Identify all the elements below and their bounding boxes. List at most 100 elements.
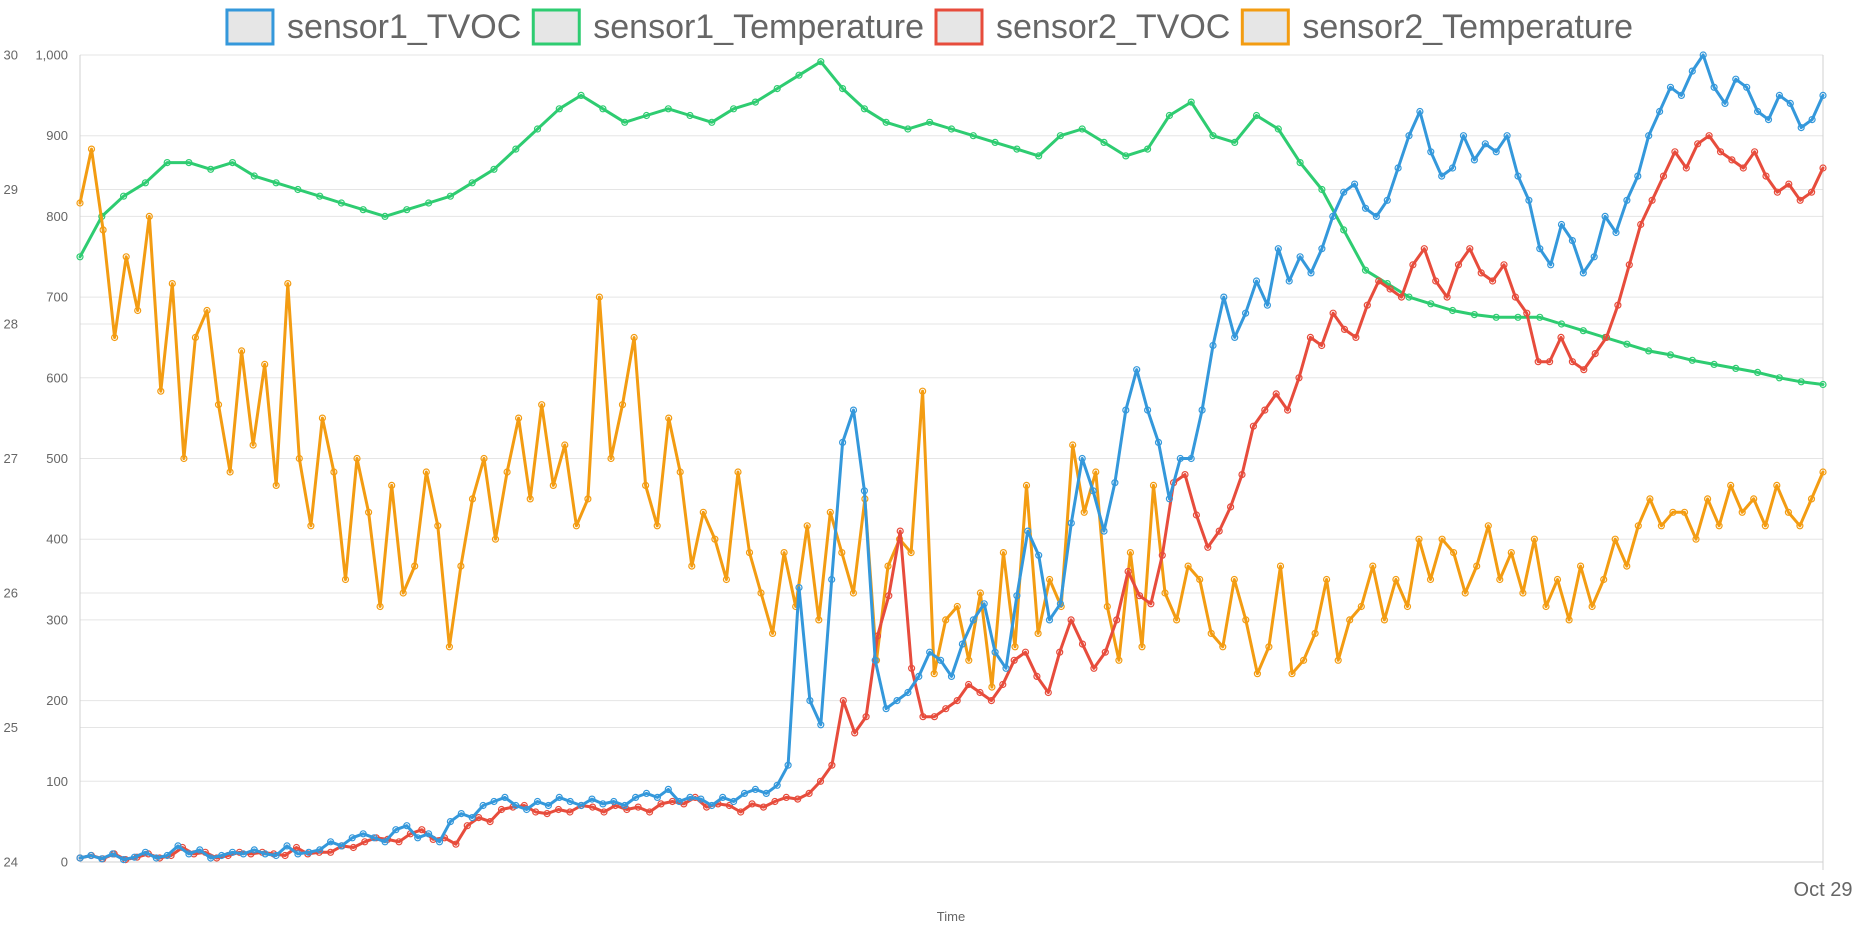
data-point-sensor1_Temperature[interactable] <box>1100 138 1108 146</box>
data-point-sensor2_Temperature[interactable] <box>284 280 292 288</box>
data-point-sensor2_Temperature[interactable] <box>768 629 777 638</box>
data-point-sensor1_TVOC[interactable] <box>795 583 803 592</box>
data-point-sensor2_TVOC[interactable] <box>1762 172 1770 180</box>
data-point-sensor2_TVOC[interactable] <box>1750 148 1759 156</box>
data-point-sensor1_TVOC[interactable] <box>991 648 999 656</box>
data-point-sensor1_TVOC[interactable] <box>1285 277 1293 285</box>
data-point-sensor2_TVOC[interactable] <box>463 822 471 830</box>
data-point-sensor1_Temperature[interactable] <box>1187 98 1195 106</box>
data-point-sensor1_Temperature[interactable] <box>1492 313 1500 321</box>
data-point-sensor2_Temperature[interactable] <box>1346 616 1354 624</box>
data-point-sensor2_Temperature[interactable] <box>272 481 280 489</box>
data-point-sensor1_TVOC[interactable] <box>1405 132 1413 140</box>
data-point-sensor2_TVOC[interactable] <box>1807 188 1816 196</box>
data-point-sensor1_TVOC[interactable] <box>239 850 247 858</box>
data-point-sensor1_Temperature[interactable] <box>1427 300 1435 308</box>
data-point-sensor2_Temperature[interactable] <box>318 414 326 422</box>
data-point-sensor2_Temperature[interactable] <box>1322 575 1331 584</box>
data-point-sensor1_TVOC[interactable] <box>849 406 858 414</box>
data-point-sensor2_Temperature[interactable] <box>907 548 915 557</box>
data-point-sensor1_Temperature[interactable] <box>76 253 84 261</box>
data-point-sensor1_Temperature[interactable] <box>1623 340 1631 348</box>
data-point-sensor2_TVOC[interactable] <box>1340 325 1349 333</box>
data-point-sensor1_TVOC[interactable] <box>1361 204 1370 212</box>
data-point-sensor1_TVOC[interactable] <box>1590 253 1598 261</box>
data-point-sensor2_Temperature[interactable] <box>1045 575 1054 584</box>
data-point-sensor1_Temperature[interactable] <box>119 192 128 200</box>
data-point-sensor2_Temperature[interactable] <box>1715 522 1723 530</box>
data-point-sensor1_TVOC[interactable] <box>1557 220 1566 229</box>
legend-item-sensor2_Temperature[interactable]: sensor2_Temperature <box>1240 8 1633 46</box>
data-point-sensor1_TVOC[interactable] <box>250 846 258 854</box>
data-point-sensor2_Temperature[interactable] <box>757 589 765 597</box>
data-point-sensor2_Temperature[interactable] <box>688 562 696 570</box>
data-point-sensor2_TVOC[interactable] <box>1215 527 1223 535</box>
data-point-sensor2_Temperature[interactable] <box>514 414 523 422</box>
data-point-sensor2_TVOC[interactable] <box>1283 406 1292 414</box>
data-point-sensor2_TVOC[interactable] <box>816 777 825 785</box>
data-point-sensor2_Temperature[interactable] <box>238 347 246 355</box>
data-point-sensor1_TVOC[interactable] <box>185 850 193 858</box>
data-point-sensor1_TVOC[interactable] <box>327 838 335 846</box>
data-point-sensor1_Temperature[interactable] <box>425 199 433 207</box>
data-point-sensor1_Temperature[interactable] <box>1775 374 1784 382</box>
data-point-sensor1_Temperature[interactable] <box>882 118 890 126</box>
data-point-sensor2_Temperature[interactable] <box>538 401 546 409</box>
data-point-sensor1_TVOC[interactable] <box>1601 212 1609 220</box>
data-point-sensor1_TVOC[interactable] <box>425 830 433 838</box>
data-point-sensor2_Temperature[interactable] <box>1172 616 1181 624</box>
data-point-sensor2_TVOC[interactable] <box>1078 640 1087 648</box>
data-point-sensor1_TVOC[interactable] <box>980 600 988 608</box>
data-point-sensor2_Temperature[interactable] <box>803 522 811 530</box>
data-point-sensor2_TVOC[interactable] <box>1682 164 1690 172</box>
data-point-sensor1_Temperature[interactable] <box>468 179 476 187</box>
data-point-sensor1_Temperature[interactable] <box>773 84 781 93</box>
data-point-sensor1_TVOC[interactable] <box>1089 487 1097 495</box>
data-point-sensor2_Temperature[interactable] <box>838 548 846 557</box>
data-point-sensor1_TVOC[interactable] <box>653 793 662 802</box>
data-point-sensor2_TVOC[interactable] <box>1101 648 1109 656</box>
data-point-sensor1_TVOC[interactable] <box>1340 188 1348 196</box>
data-point-sensor1_TVOC[interactable] <box>348 834 356 842</box>
data-point-sensor2_TVOC[interactable] <box>942 705 950 713</box>
data-point-sensor2_Temperature[interactable] <box>191 333 199 342</box>
data-point-sensor1_Temperature[interactable] <box>969 132 977 140</box>
data-point-sensor2_TVOC[interactable] <box>1591 350 1599 358</box>
data-point-sensor2_Temperature[interactable] <box>884 562 892 570</box>
data-point-sensor2_TVOC[interactable] <box>1557 333 1565 341</box>
data-point-sensor1_Temperature[interactable] <box>729 105 738 113</box>
data-point-sensor2_TVOC[interactable] <box>1249 422 1258 430</box>
data-point-sensor2_Temperature[interactable] <box>584 495 592 503</box>
data-point-sensor2_TVOC[interactable] <box>634 803 642 811</box>
data-point-sensor2_Temperature[interactable] <box>399 589 407 597</box>
data-point-sensor2_Temperature[interactable] <box>561 441 569 449</box>
data-point-sensor2_TVOC[interactable] <box>1488 277 1497 285</box>
data-point-sensor2_Temperature[interactable] <box>1623 562 1631 570</box>
data-point-sensor1_TVOC[interactable] <box>305 848 313 856</box>
data-point-sensor1_TVOC[interactable] <box>1666 83 1675 91</box>
data-point-sensor1_TVOC[interactable] <box>828 575 836 584</box>
data-point-sensor1_TVOC[interactable] <box>359 830 367 838</box>
data-point-sensor2_TVOC[interactable] <box>1443 293 1451 301</box>
data-point-sensor2_Temperature[interactable] <box>1473 562 1481 570</box>
data-point-sensor1_TVOC[interactable] <box>893 696 901 705</box>
data-point-sensor1_TVOC[interactable] <box>882 705 890 713</box>
data-point-sensor2_Temperature[interactable] <box>618 401 627 409</box>
data-point-sensor2_TVOC[interactable] <box>1238 471 1246 479</box>
data-point-sensor2_TVOC[interactable] <box>1796 196 1804 204</box>
data-point-sensor2_Temperature[interactable] <box>930 670 938 678</box>
data-point-sensor2_TVOC[interactable] <box>862 713 870 721</box>
data-point-sensor2_Temperature[interactable] <box>1242 616 1250 624</box>
data-point-sensor1_TVOC[interactable] <box>1154 438 1163 446</box>
data-point-sensor2_Temperature[interactable] <box>1750 495 1758 503</box>
data-point-sensor2_Temperature[interactable] <box>849 589 858 597</box>
data-point-sensor2_Temperature[interactable] <box>526 495 534 503</box>
data-point-sensor2_Temperature[interactable] <box>1576 562 1585 570</box>
data-point-sensor1_Temperature[interactable] <box>1666 351 1675 359</box>
data-point-sensor2_TVOC[interactable] <box>1511 293 1520 301</box>
data-point-sensor2_TVOC[interactable] <box>1409 261 1417 269</box>
data-point-sensor2_Temperature[interactable] <box>1680 508 1689 516</box>
data-point-sensor2_Temperature[interactable] <box>572 522 581 530</box>
data-point-sensor1_TVOC[interactable] <box>566 797 574 806</box>
data-point-sensor2_Temperature[interactable] <box>1692 535 1700 543</box>
